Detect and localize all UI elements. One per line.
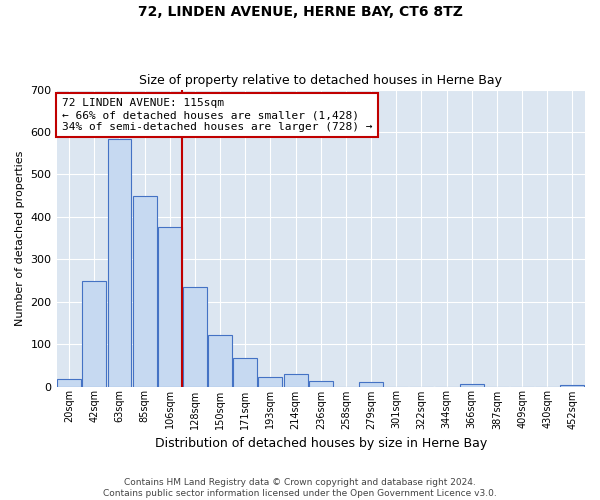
Bar [107, 139, 131, 386]
Bar [259, 377, 283, 386]
Bar [233, 358, 257, 386]
Bar [560, 385, 584, 386]
Bar [133, 196, 157, 386]
Bar [57, 379, 81, 386]
Title: Size of property relative to detached houses in Herne Bay: Size of property relative to detached ho… [139, 74, 502, 87]
Text: 72 LINDEN AVENUE: 115sqm
← 66% of detached houses are smaller (1,428)
34% of sem: 72 LINDEN AVENUE: 115sqm ← 66% of detach… [62, 98, 373, 132]
Bar [208, 335, 232, 386]
Y-axis label: Number of detached properties: Number of detached properties [15, 150, 25, 326]
Text: Contains HM Land Registry data © Crown copyright and database right 2024.
Contai: Contains HM Land Registry data © Crown c… [103, 478, 497, 498]
Text: 72, LINDEN AVENUE, HERNE BAY, CT6 8TZ: 72, LINDEN AVENUE, HERNE BAY, CT6 8TZ [137, 5, 463, 19]
Bar [82, 282, 106, 387]
Bar [158, 228, 182, 386]
Bar [460, 384, 484, 386]
Bar [183, 287, 207, 386]
Bar [309, 382, 333, 386]
X-axis label: Distribution of detached houses by size in Herne Bay: Distribution of detached houses by size … [155, 437, 487, 450]
Bar [359, 382, 383, 386]
Bar [284, 374, 308, 386]
